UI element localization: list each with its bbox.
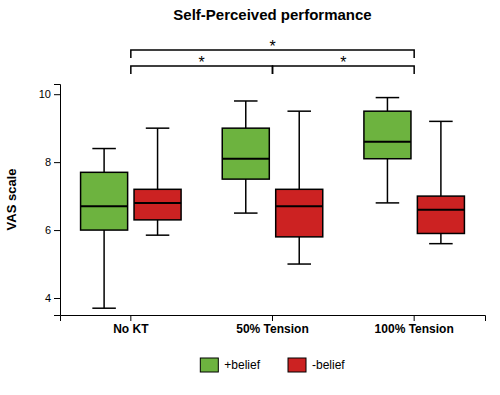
annotations: * * * xyxy=(131,38,414,74)
title: Self-Perceived performance xyxy=(173,6,371,23)
tick: 4 xyxy=(45,292,60,304)
axis-line xyxy=(61,316,486,322)
legend-label: -belief xyxy=(312,358,345,372)
whisker-cap xyxy=(92,307,116,309)
tick-label: 10 xyxy=(39,88,51,100)
whisker-cap xyxy=(429,243,453,245)
whisker xyxy=(298,237,300,264)
tick: 100% Tension xyxy=(375,315,454,336)
box-body xyxy=(222,128,269,179)
whisker xyxy=(387,159,389,203)
whisker-cap xyxy=(287,110,311,112)
median xyxy=(222,158,269,160)
whisker-cap xyxy=(146,234,170,236)
legend-swatch xyxy=(200,358,218,372)
whisker xyxy=(245,179,247,213)
tick-label: 50% Tension xyxy=(236,322,308,336)
tick-mark xyxy=(54,162,60,163)
median xyxy=(364,141,411,143)
median xyxy=(417,209,464,211)
whisker xyxy=(298,111,300,189)
whisker-cap xyxy=(376,202,400,204)
annotation: * xyxy=(199,54,205,71)
box-body xyxy=(417,196,464,233)
whisker xyxy=(440,233,442,243)
tick-mark xyxy=(272,315,273,321)
chart: 4 6 8 10 No KT 50% Tension 100% Tension * * * Self… xyxy=(0,0,500,395)
box-body xyxy=(276,189,323,237)
whisker xyxy=(245,101,247,128)
tick: No KT xyxy=(113,315,149,336)
box-body xyxy=(364,111,411,159)
tick-mark xyxy=(54,298,60,299)
median xyxy=(81,205,128,207)
legend-item: +belief xyxy=(200,358,260,372)
legend: +belief -belief xyxy=(200,358,345,372)
median xyxy=(134,202,181,204)
whisker xyxy=(440,121,442,196)
tick-label: No KT xyxy=(113,322,149,336)
annotation: * xyxy=(340,54,346,71)
tick-label: 8 xyxy=(45,156,51,168)
box xyxy=(417,121,464,243)
whisker-cap xyxy=(92,148,116,150)
tick: 6 xyxy=(45,224,60,236)
axis-title: VAS scale xyxy=(4,169,19,231)
box xyxy=(81,149,128,309)
boxes xyxy=(81,98,465,309)
whisker-cap xyxy=(287,263,311,265)
whisker xyxy=(157,128,159,189)
tick-label: 100% Tension xyxy=(375,322,454,336)
axis-line xyxy=(54,85,61,316)
tick-mark xyxy=(54,94,60,95)
whisker xyxy=(103,149,105,173)
box-body xyxy=(81,172,128,230)
tick: 50% Tension xyxy=(236,315,308,336)
box xyxy=(134,128,181,235)
tick: 10 xyxy=(39,88,60,100)
whisker-cap xyxy=(429,121,453,123)
tick-label: 4 xyxy=(45,292,51,304)
tick: 8 xyxy=(45,156,60,168)
box xyxy=(276,111,323,264)
whisker-cap xyxy=(234,212,258,214)
x-axis: No KT 50% Tension 100% Tension xyxy=(61,315,486,336)
box xyxy=(364,98,411,203)
tick-label: 6 xyxy=(45,224,51,236)
legend-swatch xyxy=(288,358,306,372)
whisker-cap xyxy=(376,97,400,99)
whisker xyxy=(387,98,389,112)
tick-mark xyxy=(130,315,131,321)
tick-mark xyxy=(54,230,60,231)
box xyxy=(222,101,269,213)
whisker xyxy=(103,230,105,308)
y-axis: 4 6 8 10 xyxy=(39,85,61,316)
whisker-cap xyxy=(234,100,258,102)
box-body xyxy=(134,189,181,220)
legend-item: -belief xyxy=(288,358,345,372)
whisker xyxy=(157,220,159,235)
whisker-cap xyxy=(146,127,170,129)
legend-label: +belief xyxy=(224,358,260,372)
median xyxy=(276,205,323,207)
tick-mark xyxy=(414,315,415,321)
annotation: * xyxy=(269,38,275,55)
